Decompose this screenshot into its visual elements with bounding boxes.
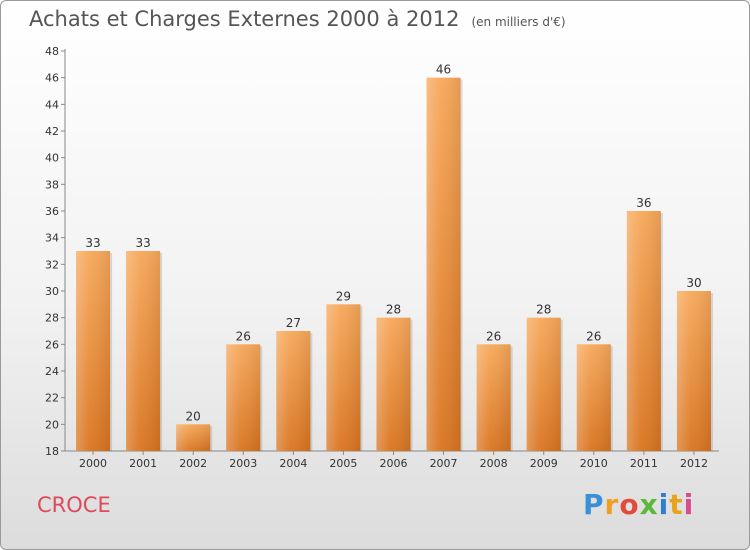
x-tick-label: 2003 [229,457,257,470]
logo-letter: o [619,488,640,521]
logo-letter: i [658,488,670,521]
data-label: 26 [486,329,501,343]
logo-letter: t [669,488,684,521]
x-tick-label: 2007 [430,457,458,470]
y-tick-label: 22 [45,392,59,405]
bar-highlight [126,251,161,451]
x-tick-label: 2011 [630,457,658,470]
chart-title: Achats et Charges Externes 2000 à 2012 (e… [29,7,566,31]
bar-highlight [676,291,711,451]
axes: 18 20 22 24 26 28 30 32 34 36 38 40 42 44 46 48 2000 2001… [45,45,719,470]
bar-highlight [176,424,211,451]
logo-letter: r [604,488,620,521]
y-tick-label: 28 [45,312,59,325]
y-tick-label: 30 [45,285,59,298]
y-tick-label: 42 [45,125,59,138]
data-label: 33 [135,236,150,250]
proxiti-logo: Proxiti [583,488,694,521]
data-label: 26 [586,329,601,343]
y-tick-label: 36 [45,205,59,218]
y-tick-label: 46 [45,72,59,85]
y-tick-label: 20 [45,418,59,431]
data-label: 36 [636,196,651,210]
bar-highlight [626,211,661,451]
bar-highlight [426,77,461,452]
x-tick-label: 2012 [680,457,708,470]
logo-letter: x [639,488,659,521]
y-tick-label: 18 [45,445,59,458]
x-tick-label: 2008 [480,457,508,470]
x-tick-label: 2001 [129,457,157,470]
bar-highlight [326,304,361,451]
y-tick-label: 32 [45,258,59,271]
data-label: 28 [536,303,551,317]
data-label: 27 [286,316,301,330]
bar-highlight [476,344,511,451]
data-label: 33 [85,236,100,250]
y-tick-label: 24 [45,365,59,378]
logo-letter: P [583,488,605,521]
data-label: 30 [686,276,701,290]
bar-highlight [276,331,311,451]
y-tick-label: 34 [45,232,59,245]
bar-highlight [576,344,611,451]
y-tick-label: 48 [45,45,59,58]
data-label: 29 [336,289,351,303]
y-tick-label: 26 [45,338,59,351]
x-tick-label: 2009 [530,457,558,470]
bar-highlight [526,317,561,451]
y-tick-label: 44 [45,98,59,111]
x-tick-label: 2002 [179,457,207,470]
logo-letter: i [683,488,695,521]
x-tick-label: 2010 [580,457,608,470]
y-tick-label: 40 [45,152,59,165]
data-label: 26 [236,329,251,343]
y-tick-label: 38 [45,178,59,191]
title-text: Achats et Charges Externes 2000 à 2012 [29,7,460,31]
data-label: 28 [386,303,401,317]
bar-highlight [226,344,261,451]
bar-highlight [376,317,411,451]
x-tick-label: 2006 [380,457,408,470]
data-label: 46 [436,63,451,77]
bar-highlight [76,251,111,451]
commune-name: CROCE [37,493,111,517]
x-tick-label: 2000 [79,457,107,470]
x-tick-label: 2005 [329,457,357,470]
data-label: 20 [186,409,201,423]
x-tick-label: 2004 [279,457,307,470]
bars: 33 33 20 26 27 29 28 46 26 28 26 36 30 [76,63,713,452]
chart-subtitle: (en milliers d'€) [471,15,566,29]
